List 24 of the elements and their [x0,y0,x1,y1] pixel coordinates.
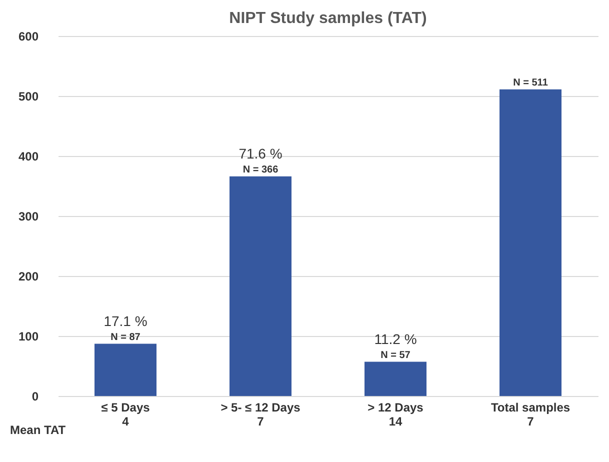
y-tick-label: 0 [32,390,39,404]
y-tick-label: 200 [18,270,39,284]
y-tick-label: 100 [18,330,39,344]
annotation: 71.6 % [238,145,282,162]
x-tick-label: ≤ 5 Days 4 [101,400,150,428]
data-label: N = 511 [513,77,548,88]
annotation: 11.2 % [374,330,417,347]
x-tick-label: > 12 Days 14 [368,400,424,428]
chart-title: NIPT Study samples (TAT) [229,10,427,27]
bar [230,176,292,396]
bar [94,344,156,396]
bar [364,362,426,396]
y-tick-label: 300 [18,210,39,224]
y-tick-label: 500 [18,90,39,104]
y-tick-label: 400 [18,150,39,164]
y-tick-label: 600 [18,30,39,44]
text: Mean TAT [10,423,66,437]
bar [500,89,562,396]
x-tick-label: Total samples 7 [490,400,570,428]
data-label: N = 57 [380,350,411,361]
x-tick-label: > 5- ≤ 12 Days 7 [220,400,301,428]
annotation: 17.1 % [104,312,148,329]
data-label: N = 366 [242,164,279,176]
data-label: N = 87 [110,332,141,343]
